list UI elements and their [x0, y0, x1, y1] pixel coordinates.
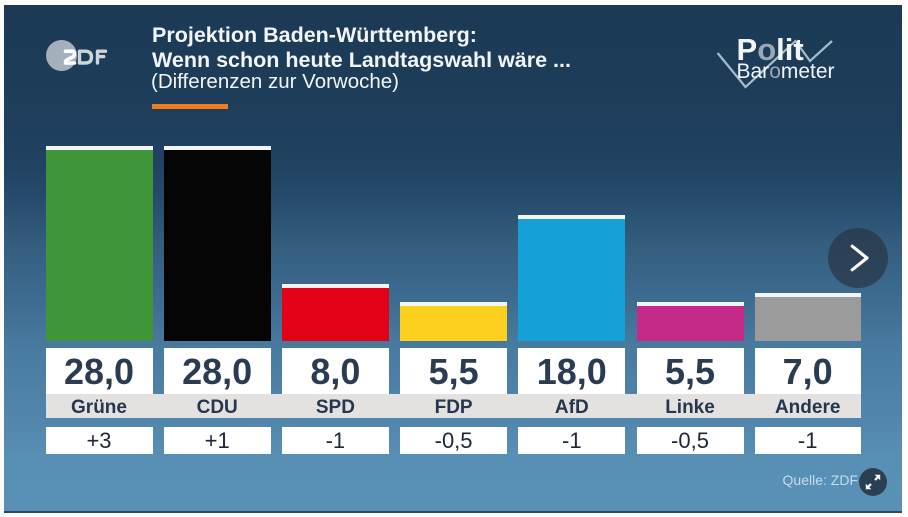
svg-text:Polit: Polit — [737, 32, 804, 67]
svg-text:Barometer: Barometer — [737, 60, 835, 83]
